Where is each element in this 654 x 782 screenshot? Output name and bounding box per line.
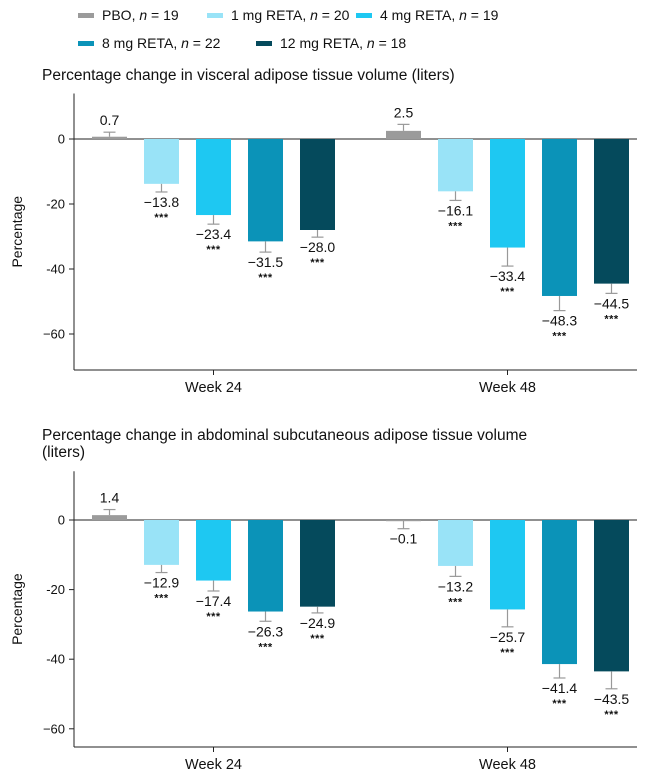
data-label: −41.4	[542, 680, 578, 696]
bar-12-mg-reta-week-24	[300, 520, 335, 607]
legend: PBO, n = 19 1 mg RETA, n = 20 4 mg RETA, n…	[78, 7, 499, 51]
bar-4-mg-reta-week-48	[490, 520, 525, 610]
y-tick-label: -40	[46, 262, 65, 277]
legend-label: PBO, n = 19	[102, 7, 179, 23]
y-tick-label: −60	[43, 721, 65, 736]
x-tick-label: Week 24	[185, 757, 242, 773]
bar-12-mg-reta-week-24	[300, 139, 335, 230]
bar-pbo-week-24	[92, 515, 127, 520]
legend-swatch	[207, 13, 223, 18]
significance-label: ***	[258, 641, 273, 653]
significance-label: ***	[154, 212, 169, 224]
bar-8-mg-reta-week-24	[248, 139, 283, 242]
bar-pbo-week-24	[92, 136, 127, 139]
significance-label: ***	[448, 596, 463, 608]
significance-label: ***	[310, 633, 325, 645]
data-label: −25.7	[490, 629, 526, 645]
data-label: −43.5	[594, 691, 630, 707]
bar-4-mg-reta-week-24	[196, 139, 231, 216]
legend-label: 4 mg RETA, n = 19	[380, 7, 499, 23]
bar-8-mg-reta-week-24	[248, 520, 283, 612]
data-label: −17.4	[196, 593, 232, 609]
y-tick-label: 0	[58, 132, 65, 147]
legend-label: 12 mg RETA, n = 18	[280, 35, 406, 51]
chart-title: Percentage change in abdominal subcutane…	[42, 427, 527, 444]
significance-label: ***	[552, 331, 567, 343]
legend-item-r8: 8 mg RETA, n = 22	[78, 35, 221, 51]
data-label: −23.4	[196, 226, 232, 242]
significance-label: ***	[154, 593, 169, 605]
legend-swatch	[256, 41, 272, 46]
y-tick-label: −60	[43, 327, 65, 342]
y-axis-label: Percentage	[9, 196, 25, 268]
data-label: 1.4	[100, 490, 120, 506]
x-tick-label: Week 24	[185, 380, 242, 396]
significance-label: ***	[206, 611, 221, 623]
y-axis-label: Percentage	[9, 573, 25, 645]
bar-8-mg-reta-week-48	[542, 139, 577, 296]
bar-12-mg-reta-week-48	[594, 139, 629, 284]
y-tick-label: -40	[46, 652, 65, 667]
data-label: −26.3	[248, 623, 284, 639]
legend-swatch	[78, 13, 94, 18]
legend-label: 8 mg RETA, n = 22	[102, 35, 221, 51]
chart-visceral-adipose: Percentage change in visceral adipose ti…	[9, 67, 637, 396]
legend-swatch	[78, 41, 94, 46]
significance-label: ***	[258, 272, 273, 284]
bar-1-mg-reta-week-48	[438, 139, 473, 192]
chart-abdominal-subcutaneous-adipose: Percentage change in abdominal subcutane…	[9, 427, 637, 773]
significance-label: ***	[500, 647, 515, 659]
data-label: −13.2	[438, 578, 474, 594]
y-tick-label: -20	[46, 197, 65, 212]
significance-label: ***	[552, 698, 567, 710]
data-label: −16.1	[438, 202, 474, 218]
significance-label: ***	[206, 244, 221, 256]
bar-pbo-week-48	[386, 130, 421, 139]
legend-item-r4: 4 mg RETA, n = 19	[356, 7, 499, 23]
significance-label: ***	[310, 257, 325, 269]
data-label: 0.7	[100, 112, 120, 128]
chart-title: (liters)	[42, 444, 85, 461]
significance-label: ***	[604, 313, 619, 325]
bar-1-mg-reta-week-24	[144, 139, 179, 184]
significance-label: ***	[604, 709, 619, 721]
data-label: −33.4	[490, 268, 526, 284]
chart-title: Percentage change in visceral adipose ti…	[42, 67, 455, 84]
legend-label: 1 mg RETA, n = 20	[231, 7, 350, 23]
legend-item-pbo: PBO, n = 19	[78, 7, 179, 23]
significance-label: ***	[448, 220, 463, 232]
legend-swatch	[356, 13, 372, 18]
y-tick-label: -20	[46, 582, 65, 597]
data-label: 2.5	[394, 104, 414, 120]
data-label: −28.0	[300, 239, 336, 255]
data-label: −31.5	[248, 254, 284, 270]
data-label: −48.3	[542, 313, 578, 329]
bar-8-mg-reta-week-48	[542, 520, 577, 665]
x-tick-label: Week 48	[479, 757, 536, 773]
bar-12-mg-reta-week-48	[594, 520, 629, 672]
bar-1-mg-reta-week-48	[438, 520, 473, 566]
data-label: −0.1	[390, 531, 418, 547]
x-tick-label: Week 48	[479, 380, 536, 396]
data-label: −12.9	[144, 575, 180, 591]
legend-item-r12: 12 mg RETA, n = 18	[256, 35, 406, 51]
data-label: −24.9	[300, 615, 336, 631]
bar-1-mg-reta-week-24	[144, 520, 179, 565]
data-label: −13.8	[144, 194, 180, 210]
data-label: −44.5	[594, 295, 630, 311]
legend-item-r1: 1 mg RETA, n = 20	[207, 7, 350, 23]
bar-4-mg-reta-week-48	[490, 139, 525, 248]
y-tick-label: 0	[58, 513, 65, 528]
bar-4-mg-reta-week-24	[196, 520, 231, 581]
significance-label: ***	[500, 286, 515, 298]
